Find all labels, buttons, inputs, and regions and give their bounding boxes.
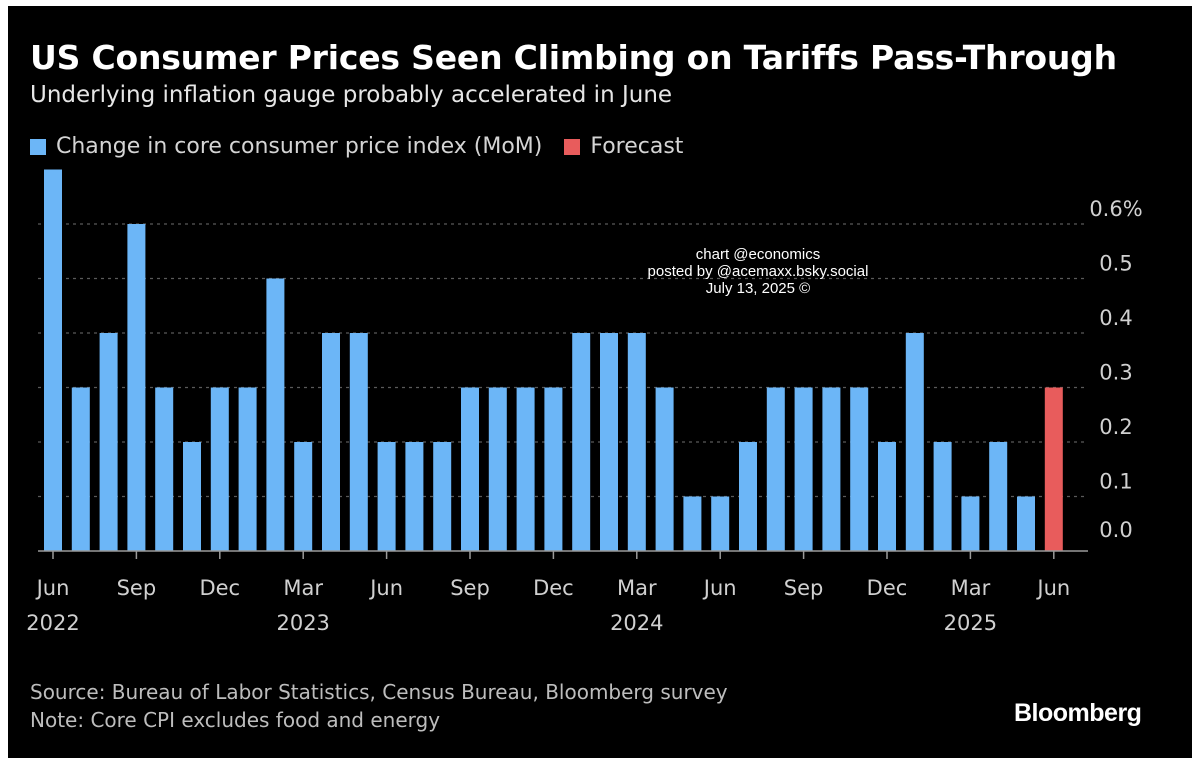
x-tick-label: Mar	[283, 576, 323, 600]
watermark-line-3: July 13, 2025 ©	[705, 280, 811, 297]
bar	[822, 387, 841, 551]
bar	[516, 387, 535, 551]
y-tick-label: 0.5	[1099, 252, 1132, 276]
bar	[766, 387, 785, 551]
bar	[44, 169, 62, 551]
bar	[127, 224, 146, 551]
x-tick-year-label: 2025	[944, 611, 997, 635]
bar	[627, 333, 646, 551]
forecast-bar	[1044, 387, 1063, 551]
chart-frame: US Consumer Prices Seen Climbing on Tari…	[8, 6, 1192, 758]
x-tick-year-label: 2023	[276, 611, 329, 635]
bar-chart: 0.6% 0.5 0.4 0.3 0.2 0.1 0.0 Jun 2022 Sep Dec Mar 20…	[26, 169, 1143, 635]
bar	[683, 496, 702, 551]
x-tick-label: Mar	[617, 576, 657, 600]
x-tick-year-label: 2022	[26, 611, 79, 635]
legend-label-forecast: Forecast	[590, 134, 684, 159]
bar	[377, 442, 396, 551]
legend-swatch-forecast	[564, 138, 581, 155]
bar	[1017, 496, 1035, 551]
bar	[238, 387, 257, 551]
legend-swatch-actual	[30, 138, 46, 155]
x-tick-label: Mar	[951, 576, 991, 600]
y-tick-label: 0.4	[1099, 306, 1132, 330]
y-tick-label: 0.0	[1099, 518, 1132, 542]
chart-subtitle: Underlying inflation gauge probably acce…	[30, 82, 673, 108]
x-tick-label: Dec	[867, 576, 908, 600]
bar	[572, 333, 591, 551]
x-tick-label: Jun	[35, 576, 70, 600]
legend-label-actual: Change in core consumer price index (MoM…	[56, 134, 543, 159]
bar	[210, 387, 229, 551]
bar	[294, 442, 313, 551]
y-tick-label: 0.2	[1099, 415, 1132, 439]
source-note: Source: Bureau of Labor Statistics, Cens…	[30, 680, 728, 704]
x-tick-label: Sep	[450, 576, 490, 600]
bar	[155, 387, 174, 551]
bar	[461, 387, 479, 551]
bar	[322, 333, 340, 551]
bloomberg-logo: Bloomberg	[1014, 699, 1142, 727]
x-tick-label: Jun	[368, 576, 403, 600]
x-tick-label: Jun	[702, 576, 737, 600]
y-tick-label: 0.3	[1099, 361, 1132, 385]
y-tick-label: 0.1	[1099, 470, 1132, 494]
watermark: chart @economics posted by @acemaxx.bsky…	[568, 246, 948, 297]
y-tick-label: 0.6%	[1089, 197, 1142, 221]
bar	[600, 333, 618, 551]
bar	[349, 333, 368, 551]
chart-legend: Change in core consumer price index (MoM…	[30, 134, 683, 159]
bar	[544, 387, 563, 551]
bar	[405, 442, 424, 551]
bar	[488, 387, 507, 551]
x-tick-label: Sep	[784, 576, 824, 600]
chart-footer: Source: Bureau of Labor Statistics, Cens…	[30, 678, 728, 734]
bar	[711, 496, 730, 551]
x-tick-label: Sep	[117, 576, 157, 600]
bar	[850, 387, 869, 551]
bar	[183, 442, 201, 551]
x-tick-label: Dec	[533, 576, 574, 600]
bar	[433, 442, 452, 551]
bar	[989, 442, 1008, 551]
bar	[878, 442, 896, 551]
bar	[99, 333, 118, 551]
bar	[961, 496, 980, 551]
x-tick-label: Jun	[1035, 576, 1070, 600]
bar	[794, 387, 813, 551]
bar	[71, 387, 90, 551]
core-cpi-note: Note: Core CPI excludes food and energy	[30, 708, 441, 732]
watermark-line-2: posted by @acemaxx.bsky.social	[647, 263, 869, 280]
watermark-line-1: chart @economics	[695, 246, 821, 263]
x-tick-year-label: 2024	[610, 611, 663, 635]
bar	[655, 387, 674, 551]
bar	[266, 278, 285, 551]
bar	[933, 442, 952, 551]
chart-title: US Consumer Prices Seen Climbing on Tari…	[30, 38, 1117, 77]
bar	[905, 333, 924, 551]
x-tick-label: Dec	[199, 576, 240, 600]
bar	[739, 442, 757, 551]
